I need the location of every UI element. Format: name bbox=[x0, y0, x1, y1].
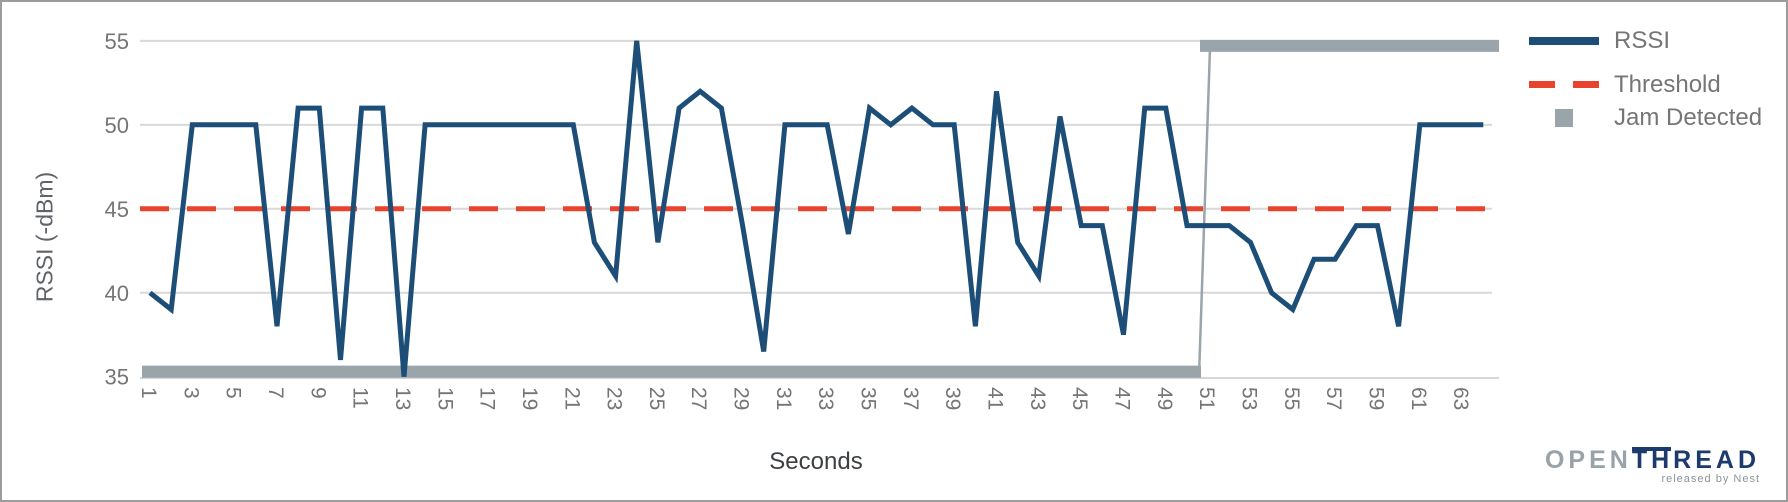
openthread-logo: OPENTHREAD released by Nest bbox=[1545, 446, 1760, 485]
logo-open-text: OPEN bbox=[1544, 446, 1632, 474]
y-tick-label: 50 bbox=[105, 113, 129, 138]
x-tick-label: 5 bbox=[222, 387, 245, 399]
x-tick-label: 9 bbox=[306, 387, 329, 399]
x-tick-label: 23 bbox=[603, 387, 626, 410]
x-tick-label: 61 bbox=[1407, 387, 1430, 410]
jam-connector bbox=[1197, 47, 1212, 377]
x-tick-label: 51 bbox=[1195, 387, 1218, 410]
x-tick-label: 49 bbox=[1153, 387, 1176, 410]
legend-item-rssi: RSSI bbox=[1614, 27, 1671, 54]
jam-legend-swatch bbox=[1555, 109, 1573, 127]
y-axis-title: RSSI (-dBm) bbox=[31, 171, 58, 303]
rssi-legend-swatch bbox=[1529, 37, 1599, 45]
x-tick-label: 39 bbox=[941, 387, 964, 410]
x-tick-label: 33 bbox=[814, 387, 837, 410]
x-tick-label: 59 bbox=[1364, 387, 1387, 410]
x-tick-label: 57 bbox=[1322, 387, 1345, 410]
threshold-legend-swatch bbox=[1529, 81, 1599, 88]
x-tick-label: 1 bbox=[137, 387, 160, 399]
x-tick-label: 29 bbox=[730, 387, 753, 410]
logo-read-text: READ bbox=[1673, 446, 1760, 474]
y-tick-label: 35 bbox=[105, 365, 129, 390]
x-tick-label: 13 bbox=[391, 387, 414, 410]
x-tick-label: 21 bbox=[560, 387, 583, 410]
x-axis-title: Seconds bbox=[769, 448, 863, 475]
x-tick-label: 43 bbox=[1026, 387, 1049, 410]
logo-tagline: released by Nest bbox=[1661, 473, 1760, 485]
x-tick-label: 17 bbox=[476, 387, 499, 410]
x-tick-label: 35 bbox=[857, 387, 880, 410]
x-tick-label: 25 bbox=[645, 387, 668, 410]
x-tick-label: 7 bbox=[264, 387, 287, 399]
y-tick-label: 55 bbox=[105, 29, 129, 54]
x-tick-label: 19 bbox=[518, 387, 541, 410]
x-tick-label: 63 bbox=[1449, 387, 1472, 410]
legend-item-jam-detected: Jam Detected bbox=[1614, 104, 1763, 131]
y-tick-label: 40 bbox=[105, 281, 129, 306]
legend-item-threshold: Threshold bbox=[1614, 71, 1721, 98]
x-tick-label: 27 bbox=[687, 387, 710, 410]
y-tick-label: 45 bbox=[105, 197, 129, 222]
x-tick-label: 11 bbox=[349, 387, 372, 409]
x-tick-label: 37 bbox=[899, 387, 922, 410]
rssi-line bbox=[148, 40, 1484, 377]
x-tick-label: 45 bbox=[1068, 387, 1091, 410]
logo-th-text: TH bbox=[1631, 446, 1674, 474]
x-tick-label: 31 bbox=[772, 387, 795, 410]
x-tick-label: 3 bbox=[179, 387, 202, 399]
x-tick-label: 41 bbox=[984, 387, 1007, 410]
x-tick-label: 53 bbox=[1237, 387, 1260, 410]
x-tick-label: 15 bbox=[433, 387, 456, 410]
x-tick-label: 47 bbox=[1110, 387, 1133, 410]
x-tick-label: 55 bbox=[1280, 387, 1303, 410]
